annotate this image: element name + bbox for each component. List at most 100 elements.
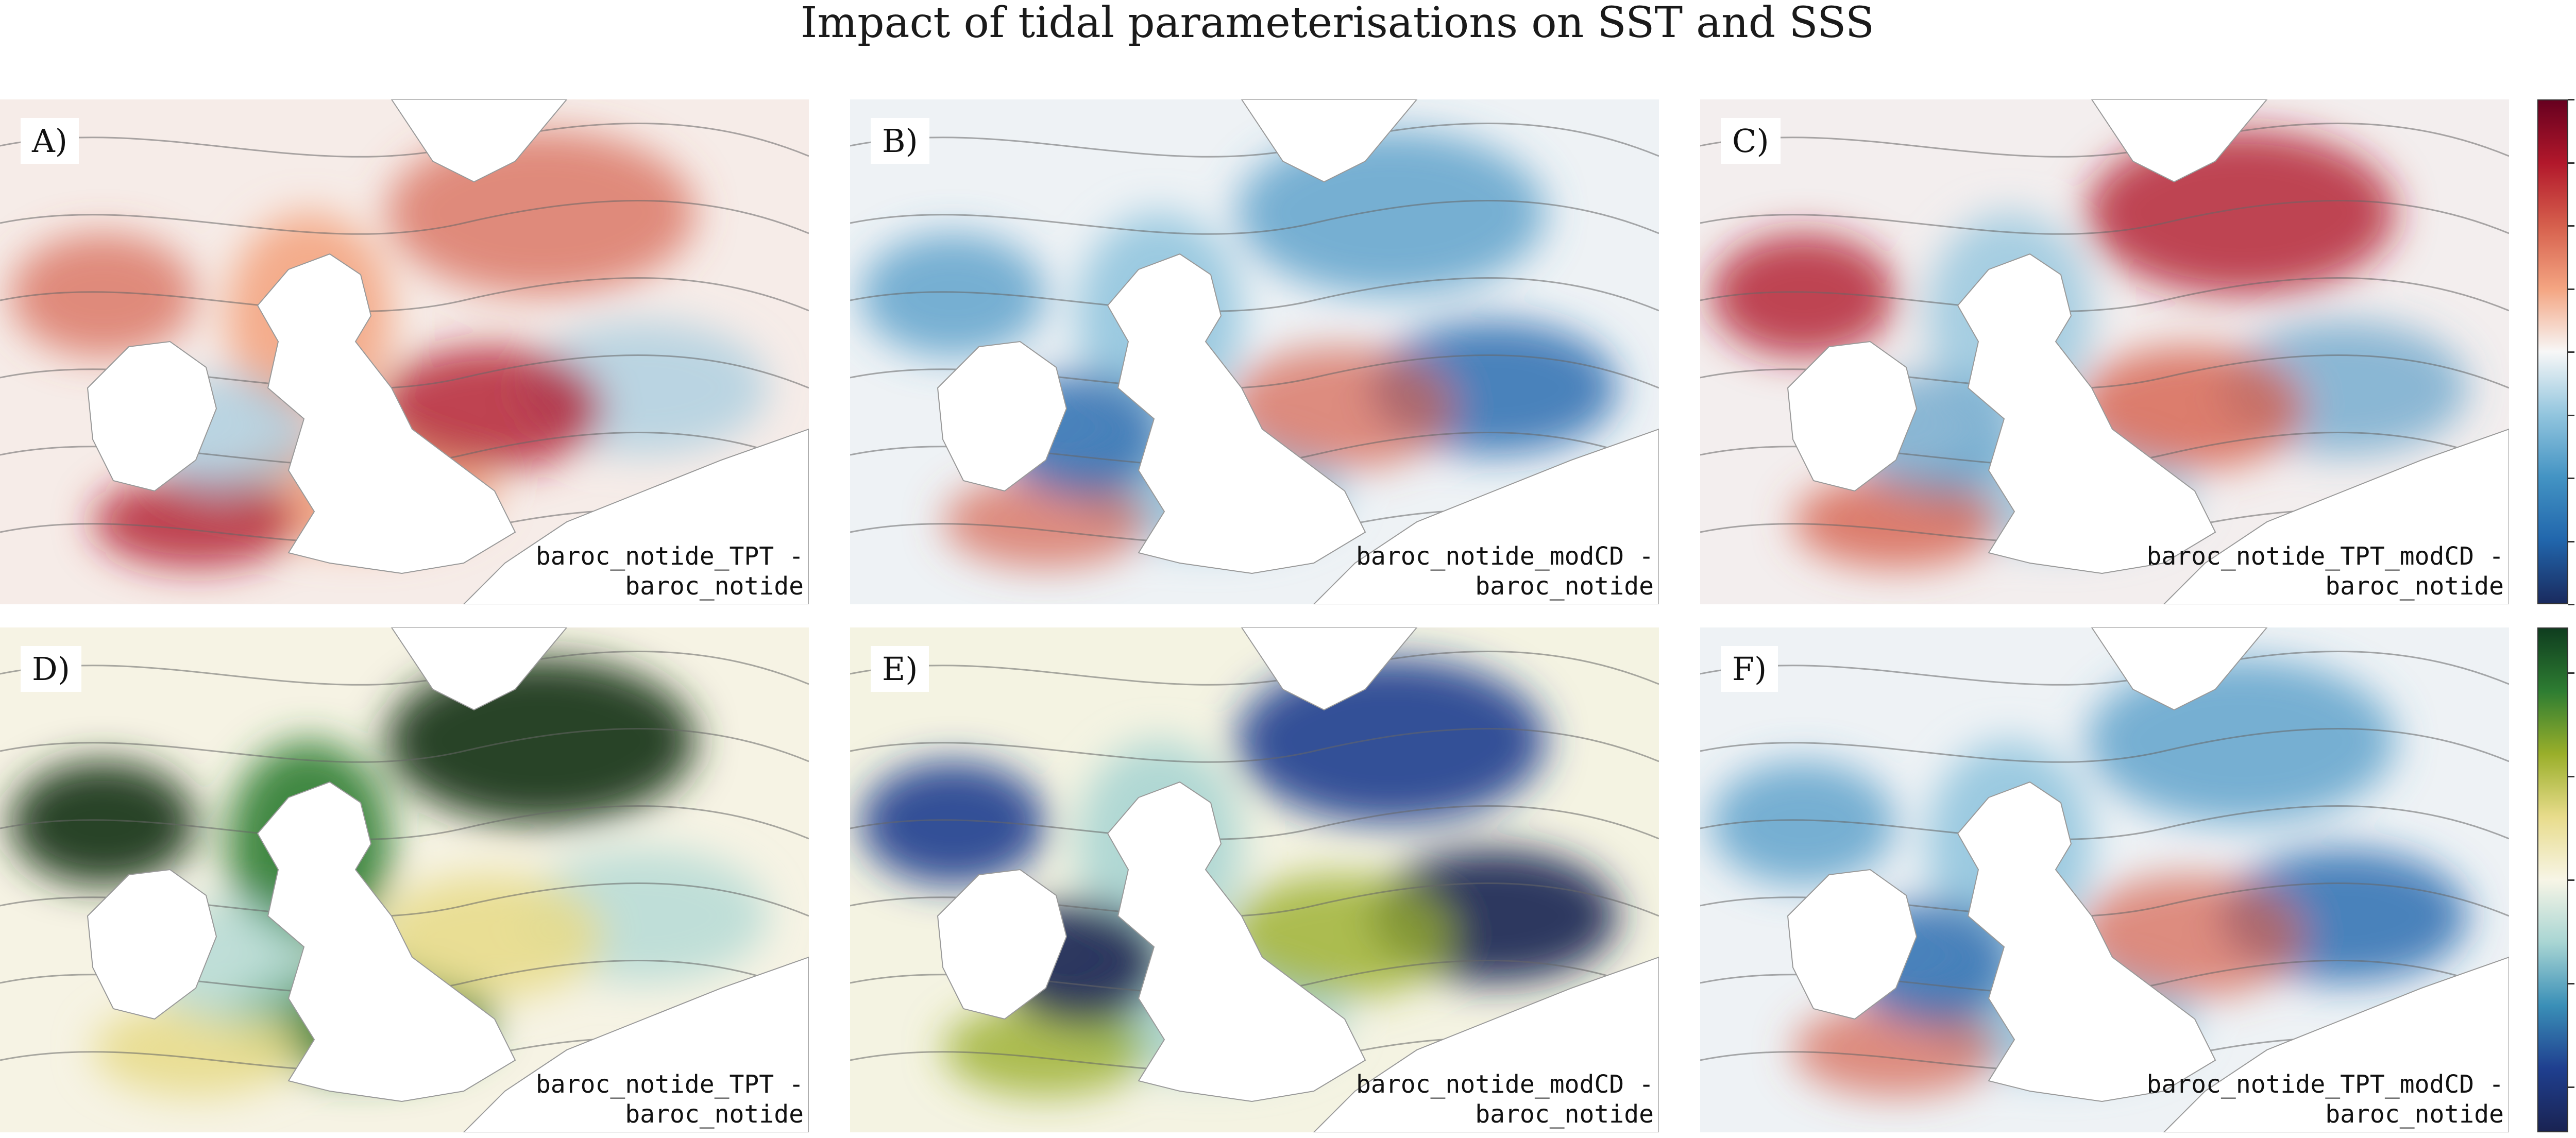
panel-label: E) [871,646,929,692]
caption-line2: baroc_notide [1475,572,1654,601]
land-britain [1107,253,1366,574]
contour-line [0,727,809,763]
caption-line1: baroc_notide_TPT - [535,542,804,571]
colorbar-tick-mark [2568,604,2574,605]
caption-line2: baroc_notide [2325,1100,2504,1129]
panel-caption: baroc_notide_modCD - baroc_notide [1356,1069,1654,1129]
colorbar-tick-mark [2568,351,2574,353]
anomaly-patch [93,475,299,568]
land-ireland [87,869,217,1020]
contour-line [1700,199,2509,235]
panel-label: F) [1721,646,1778,692]
land-ireland [1787,869,1918,1020]
land-scandinavia [1241,627,1418,711]
contour-line [850,805,1659,840]
land-europe [2163,956,2509,1132]
colorbar-tick-mark [2568,540,2574,542]
panel-caption: baroc_notide_modCD - baroc_notide [1356,541,1654,601]
contour-line [850,277,1659,312]
contour-line [850,727,1659,763]
land-europe [1313,956,1659,1132]
contour-line [0,805,809,840]
colorbar-tick-mark [2568,1086,2574,1088]
panel-label: D) [21,646,81,692]
panel-caption: baroc_notide_TPT - baroc_notide [536,1069,804,1129]
caption-line1: baroc_notide_modCD - [1356,542,1654,571]
sss-colorbar [2537,627,2568,1132]
anomaly-patch [1793,475,1999,568]
panel-c-sst: C) baroc_notide_TPT_modCD - baroc_notide [1700,99,2509,604]
colorbar-tick-mark [2568,225,2574,227]
land-europe [1313,428,1659,604]
contour-line [1700,277,2509,312]
colorbar-tick-mark [2568,288,2574,290]
contour-line [0,277,809,312]
land-ireland [87,341,217,492]
caption-line1: baroc_notide_TPT_modCD - [2146,1070,2504,1099]
land-scandinavia [391,627,568,711]
colorbar-tick-mark [2568,672,2574,674]
panel-e-sss: E) baroc_notide_modCD - baroc_notide [850,627,1659,1132]
land-ireland [937,341,1067,492]
anomaly-patch [93,1004,299,1096]
land-scandinavia [1241,99,1418,183]
land-europe [463,956,809,1132]
caption-line2: baroc_notide [2325,572,2504,601]
figure-title: Impact of tidal parameterisations on SST… [800,0,1875,47]
contour-line [1700,805,2509,840]
anomaly-patch [1710,761,1896,885]
land-europe [463,428,809,604]
panel-caption: baroc_notide_TPT_modCD - baroc_notide [2146,541,2504,601]
colorbar-tick-mark [2568,99,2574,100]
panel-label: B) [871,118,929,164]
map-sss-d [0,627,809,1132]
caption-line1: baroc_notide_TPT_modCD - [2146,542,2504,571]
map-sss-e [850,627,1659,1132]
panel-caption: baroc_notide_TPT - baroc_notide [536,541,804,601]
anomaly-patch [10,761,196,885]
contour-line [850,199,1659,235]
land-ireland [937,869,1067,1020]
map-sss-f [1700,627,2509,1132]
land-britain [1957,253,2216,574]
colorbar-tick-mark [2568,879,2574,881]
sst-colorbar [2537,99,2568,604]
panel-f-sss: F) baroc_notide_TPT_modCD - baroc_notide [1700,627,2509,1132]
land-scandinavia [2091,627,2268,711]
land-britain [1107,781,1366,1102]
colorbar-tick-mark [2568,478,2574,479]
colorbar-tick-mark [2568,162,2574,164]
anomaly-patch [1793,1004,1999,1096]
land-britain [257,253,516,574]
panel-label: A) [21,118,79,164]
caption-line1: baroc_notide_TPT - [535,1070,804,1099]
contour-line [1700,727,2509,763]
anomaly-patch [860,233,1046,357]
land-scandinavia [2091,99,2268,183]
panel-b-sst: B) baroc_notide_modCD - baroc_notide [850,99,1659,604]
panel-a-sst: A) baroc_notide_TPT - baroc_notide [0,99,809,604]
anomaly-patch [943,475,1149,568]
caption-line1: baroc_notide_modCD - [1356,1070,1654,1099]
colorbar-tick-mark [2568,776,2574,778]
land-europe [2163,428,2509,604]
colorbar-tick-mark [2568,414,2574,416]
land-scandinavia [391,99,568,183]
panel-d-sss: D) baroc_notide_TPT - baroc_notide [0,627,809,1132]
anomaly-patch [943,1004,1149,1096]
panel-caption: baroc_notide_TPT_modCD - baroc_notide [2146,1069,2504,1129]
map-sst-c [1700,99,2509,604]
land-ireland [1787,341,1918,492]
caption-line2: baroc_notide [625,1100,804,1129]
caption-line2: baroc_notide [625,572,804,601]
anomaly-patch [10,233,196,357]
panel-label: C) [1721,118,1781,164]
land-britain [257,781,516,1102]
anomaly-patch [860,761,1046,885]
colorbar-tick-mark [2568,982,2574,984]
land-britain [1957,781,2216,1102]
map-sst-b [850,99,1659,604]
caption-line2: baroc_notide [1475,1100,1654,1129]
anomaly-patch [1710,233,1896,357]
contour-line [0,199,809,235]
